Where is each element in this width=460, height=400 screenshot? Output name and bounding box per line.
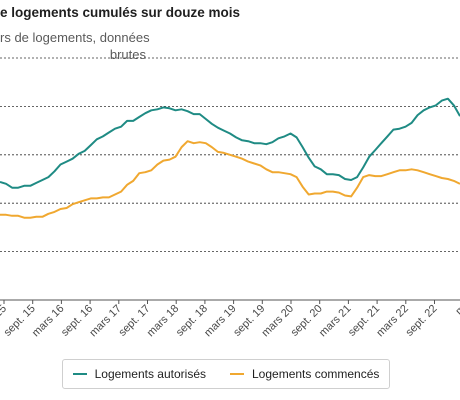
x-tick-label: 15 — [0, 303, 9, 320]
x-tick-label: sept. 22 — [403, 303, 439, 339]
chart-legend: Logements autorisés Logements commencés — [62, 359, 390, 389]
legend-swatch-autorises — [72, 372, 87, 376]
y-axis-unit-label: rs de logements, données brutes — [0, 29, 150, 63]
x-tick-label: mars 19 — [202, 303, 239, 340]
x-tick-label: mars 22 — [374, 303, 411, 340]
x-tick-label: mars 18 — [145, 303, 182, 340]
y-axis-unit-line-1: rs de logements, données — [0, 30, 150, 45]
series-line-autorises — [0, 97, 460, 189]
chart-title: e logements cumulés sur douze mois — [0, 5, 241, 20]
x-tick-label: mars 16 — [30, 303, 67, 340]
legend-item-autorises[interactable]: Logements autorisés — [72, 367, 206, 381]
x-tick-label: mars 21 — [317, 303, 354, 340]
series-lines — [0, 97, 460, 219]
x-tick-label: mars 20 — [260, 303, 297, 340]
legend-label-commences: Logements commencés — [252, 367, 380, 381]
series-line-commences — [0, 140, 460, 219]
legend-item-commences[interactable]: Logements commencés — [230, 367, 379, 381]
legend-swatch-commences — [230, 372, 244, 376]
legend-label-autorises: Logements autorisés — [94, 367, 206, 381]
x-tick-label: mars 17 — [87, 303, 124, 340]
x-tick-label: m — [453, 303, 460, 318]
